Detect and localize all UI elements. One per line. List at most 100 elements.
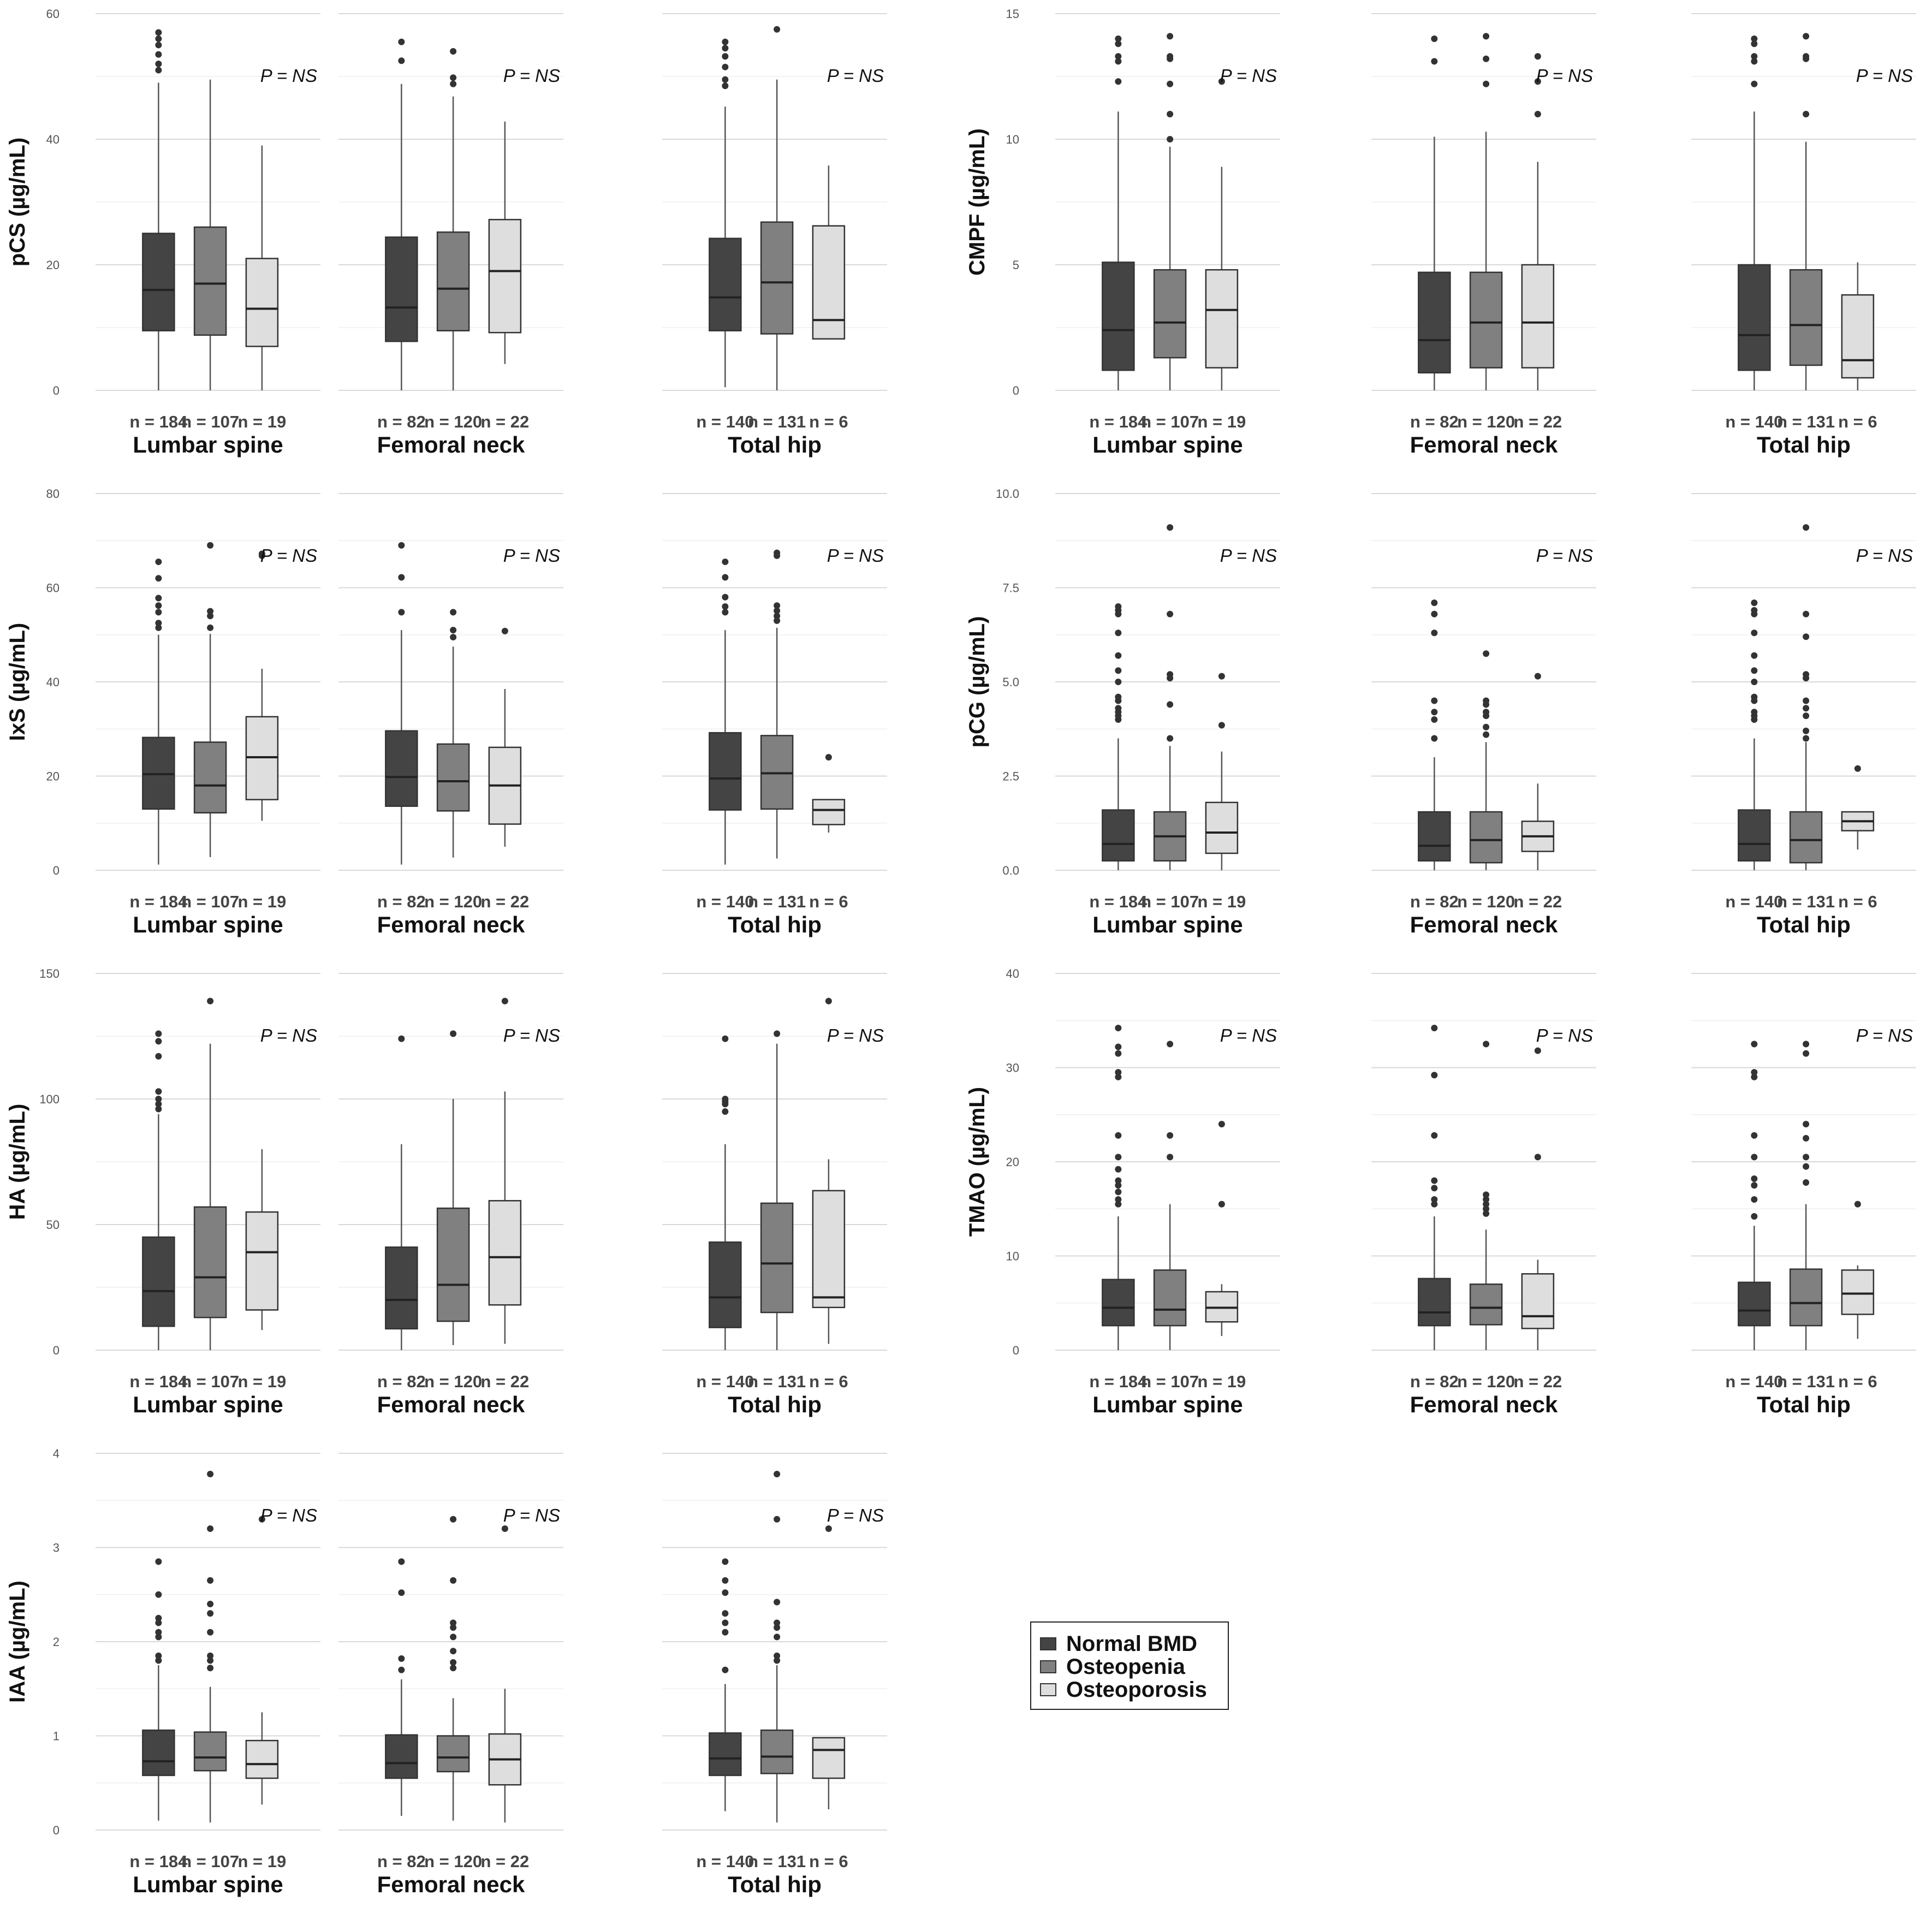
y-tick-label: 20 [46,258,60,272]
outlier-point [1803,1121,1810,1127]
box-iqr [709,237,742,332]
outlier-point [398,1558,405,1565]
count-label: n = 184 [129,1852,188,1871]
outlier-point [1803,727,1810,734]
count-label: n = 140 [696,1852,754,1871]
count-label: n = 140 [696,1372,754,1391]
count-label: n = 22 [481,1372,530,1391]
box-iqr [385,1734,418,1779]
outlier-point [1803,33,1810,40]
outlier-point [1483,80,1490,87]
y-tick-label: 4 [53,1447,60,1460]
box-normal-bmd [385,38,418,390]
outlier-point [722,1629,729,1636]
box-iqr [1102,1279,1135,1327]
count-label: n = 120 [1457,1372,1515,1391]
outlier-point [207,1610,214,1617]
outlier-point [1167,33,1174,40]
outlier-point [1115,1182,1122,1189]
outlier-point [1803,1134,1810,1142]
p-value-label: P = NS [503,1025,560,1045]
outlier-point [155,1633,162,1641]
outlier-point [722,82,729,90]
box-iqr [385,236,418,342]
outlier-point [1483,709,1490,716]
count-label: n = 19 [1198,892,1246,911]
count-label: n = 22 [481,1852,530,1871]
box-osteoporosis [1521,1047,1555,1350]
outlier-point [155,1629,162,1636]
outlier-point [1167,53,1174,60]
outlier-point [155,1619,162,1626]
box-iqr [436,231,470,332]
outlier-point [1803,524,1810,531]
outlier-point [1803,1050,1810,1057]
box-osteoporosis [1521,53,1555,390]
box-iqr [1789,811,1823,864]
count-label: n = 19 [238,1852,287,1871]
y-tick-label: 20 [46,770,60,783]
outlier-point [1431,1201,1438,1208]
box-normal-bmd [385,1035,418,1350]
box-osteopenia [436,48,470,390]
y-axis-label-pcg: pCG (µg/mL) [965,616,989,748]
outlier-point [1803,1154,1810,1161]
p-value-label: P = NS [827,545,884,566]
outlier-point [774,1599,781,1606]
outlier-point [1803,671,1810,678]
outlier-point [207,1470,214,1477]
outlier-point [1167,735,1174,742]
count-label: n = 107 [181,412,239,431]
outlier-point [1751,1132,1758,1139]
outlier-point [1483,55,1490,62]
count-label: n = 131 [1777,892,1835,911]
count-label: n = 140 [1725,1372,1783,1391]
p-value-label: P = NS [260,66,317,86]
box-osteoporosis [245,145,279,390]
outlier-point [1431,35,1438,42]
outlier-point [1218,1201,1225,1208]
count-label: n = 107 [1141,1372,1199,1391]
y-tick-label: 0 [1013,1344,1019,1357]
outlier-point [722,1619,729,1626]
box-osteopenia [193,997,227,1350]
y-tick-label: 60 [46,7,60,21]
outlier-point [1167,1154,1174,1161]
outlier-point [774,1516,781,1523]
outlier-point [155,1038,162,1045]
outlier-point [155,602,162,609]
box-osteopenia [1789,524,1823,870]
outlier-point [774,1657,781,1664]
site-label: Total hip [728,1872,822,1897]
outlier-point [774,549,781,556]
box-osteoporosis [1205,1121,1239,1336]
box-normal-bmd [709,38,742,388]
box-osteoporosis [1205,78,1239,390]
outlier-point [207,1577,214,1584]
outlier-point [722,1589,729,1596]
legend-item-osteopenia: Osteopenia [1040,1655,1228,1679]
box-iqr [1521,264,1555,369]
outlier-point [501,627,508,634]
box-iqr [385,1246,418,1330]
box-iqr [1841,294,1875,379]
y-tick-label: 30 [1006,1061,1019,1075]
count-label: n = 131 [1777,412,1835,431]
outlier-point [1431,610,1438,617]
outlier-point [722,574,729,581]
count-label: n = 131 [1777,1372,1835,1391]
outlier-point [825,997,832,1005]
p-value-label: P = NS [827,1025,884,1045]
count-label: n = 131 [748,412,806,431]
outlier-point [398,574,405,581]
box-iqr [812,1190,846,1309]
box-normal-bmd [142,1030,175,1350]
outlier-point [155,29,162,36]
outlier-point [722,1558,729,1565]
y-tick-label: 7.5 [1002,581,1019,595]
count-label: n = 107 [181,892,239,911]
count-label: n = 22 [1514,892,1562,911]
